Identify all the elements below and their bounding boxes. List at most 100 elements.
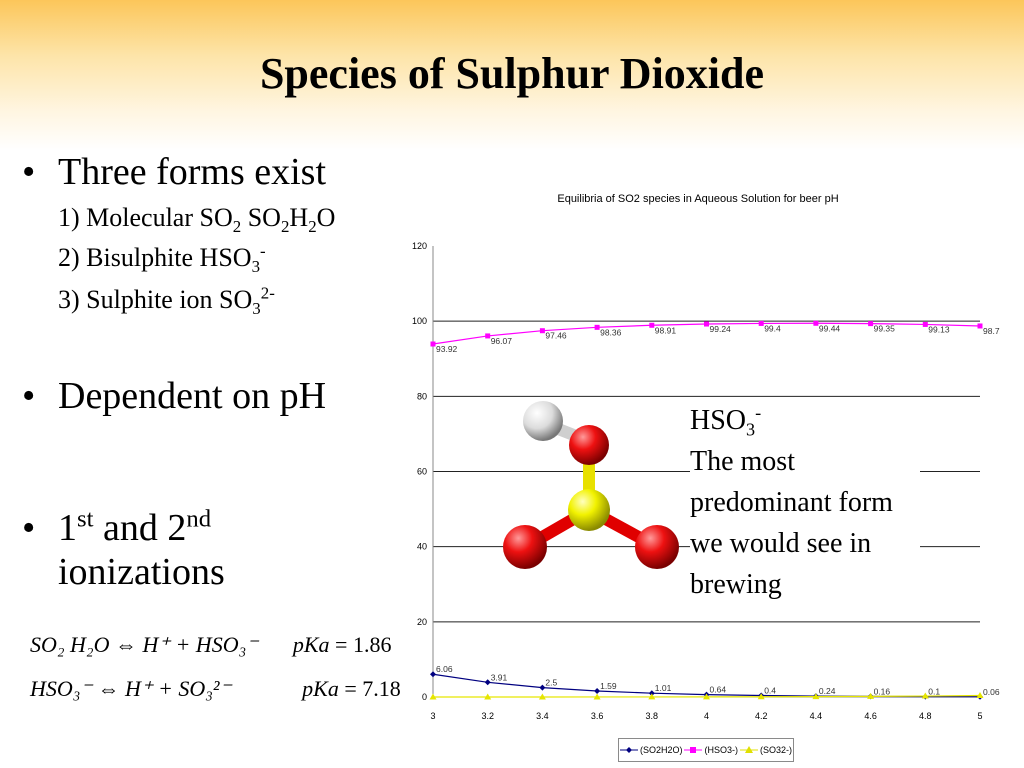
legend-item-so32: (SO32-) (739, 745, 792, 755)
pka-value: = 1.86 (335, 632, 392, 657)
hso3-molecule-icon (503, 401, 679, 569)
equation-text: SO₂ H₂O ⇔ H⁺ + HSO₃⁻ (30, 632, 258, 657)
data-label: 98.72 (983, 326, 1000, 336)
data-label: 96.07 (491, 336, 513, 346)
superscript: - (260, 241, 266, 261)
page-title: Species of Sulphur Dioxide (259, 49, 765, 98)
subscript: 3 (251, 257, 261, 277)
data-point (648, 690, 655, 697)
data-point (538, 693, 546, 700)
bullet-text: 1 (58, 507, 77, 549)
data-label: 6.06 (436, 664, 453, 674)
data-point (430, 671, 436, 678)
chart-legend: (SO2H2O) (HSO3-) (SO32-) (618, 738, 794, 762)
data-point (539, 328, 545, 334)
data-point (594, 324, 600, 330)
bullet-ph: • Dependent on pH (22, 374, 326, 418)
x-tick-label: 3.2 (481, 711, 494, 721)
sub-text: H (289, 203, 309, 232)
data-point (484, 679, 491, 686)
sub-text: 1) Molecular SO (58, 203, 233, 232)
pka-label: pKa (302, 676, 339, 701)
y-tick-label: 60 (417, 467, 427, 477)
equation-text: HSO₃⁻ ⇔ H⁺ + SO₃²⁻ (30, 676, 232, 701)
bullet-ionizations: • 1st and 2nd ionizations (22, 506, 225, 594)
data-point (922, 321, 928, 327)
x-tick-label: 4 (704, 711, 709, 721)
x-tick-label: 3.6 (591, 711, 604, 721)
data-point (649, 322, 655, 328)
superscript: nd (186, 505, 212, 533)
data-point (758, 320, 764, 326)
sub-item-bisulphite: 2) Bisulphite HSO3- (58, 241, 266, 277)
pka-label: pKa (292, 632, 330, 657)
data-label: 98.91 (655, 325, 677, 335)
data-label: 0.24 (819, 686, 836, 696)
sub-item-sulphite: 3) Sulphite ion SO32- (58, 284, 275, 319)
formula-text: HSO (690, 405, 747, 436)
sub-text: SO (241, 203, 281, 232)
data-point (812, 693, 820, 700)
hso3-callout: HSO3- The most predominant form we would… (690, 400, 920, 605)
data-label: 93.92 (436, 344, 458, 354)
y-tick-label: 40 (417, 542, 427, 552)
pka-value: = 7.18 (344, 676, 401, 701)
subscript: 3 (252, 299, 261, 319)
data-label: 0.4 (764, 685, 776, 695)
data-point (867, 692, 875, 699)
y-tick-label: 120 (412, 241, 427, 251)
data-label: 2.5 (545, 678, 557, 688)
data-point (593, 693, 601, 700)
data-point (976, 691, 984, 698)
data-point (429, 693, 437, 700)
bullet-text: and 2 (93, 507, 187, 549)
sub-item-molecular: 1) Molecular SO2 SO2H2O (58, 203, 336, 237)
subscript: 2 (232, 217, 242, 237)
x-tick-label: 3.8 (646, 711, 659, 721)
bullet-dot-icon: • (22, 375, 36, 417)
x-tick-label: 4.4 (810, 711, 823, 721)
sub-text: O (316, 203, 336, 232)
bullet-three-forms: • Three forms exist (22, 150, 326, 194)
sub-text: 2) Bisulphite HSO (58, 243, 252, 272)
triangle-marker-icon (739, 746, 758, 753)
data-label: 0.1 (928, 687, 940, 697)
data-point (703, 693, 710, 700)
x-tick-label: 5 (977, 711, 982, 721)
bullet-text: Dependent on pH (58, 375, 327, 417)
subscript: 2 (280, 217, 290, 237)
square-marker-icon (684, 747, 703, 753)
subscript: 3 (746, 419, 756, 440)
x-tick-label: 4.8 (919, 711, 932, 721)
data-point (594, 688, 601, 695)
bullet-text: ionizations (58, 551, 225, 593)
y-tick-label: 80 (417, 391, 427, 401)
x-tick-label: 3 (430, 711, 435, 721)
legend-item-so2h2o: (SO2H2O) (619, 745, 683, 755)
chart-series: 6.06 3.91 2.5 1.59 1.01 0.64 0.4 0.24 0.16 0.1 0.0… (429, 320, 1000, 700)
legend-label: (HSO3-) (704, 745, 738, 755)
data-label: 99.35 (874, 324, 896, 334)
data-label: 0.64 (710, 685, 727, 695)
data-point (868, 321, 874, 327)
x-tick-label: 4.6 (864, 711, 877, 721)
y-tick-label: 100 (412, 316, 427, 326)
data-point (648, 693, 656, 700)
x-tick-label: 3.4 (536, 711, 549, 721)
equation-first-ionization: SO₂ H₂O ⇔ H⁺ + HSO₃⁻ pKa = 1.86 (30, 632, 391, 658)
data-label: 97.46 (545, 331, 567, 341)
data-point (484, 693, 492, 700)
data-label: 0.06 (983, 687, 1000, 697)
chart-title: Equilibria of SO2 species in Aqueous Sol… (557, 193, 838, 205)
data-point (539, 684, 546, 691)
data-label: 98.36 (600, 327, 622, 337)
data-label: 99.13 (928, 324, 950, 334)
data-label: 99.4 (764, 323, 781, 333)
data-point (813, 320, 819, 326)
callout-text: The most predominant form we would see i… (690, 446, 893, 600)
data-label: 1.01 (655, 683, 672, 693)
bullet-text: Three forms exist (58, 151, 327, 193)
bullet-dot-icon: • (22, 151, 36, 193)
legend-item-hso3: (HSO3-) (684, 745, 738, 755)
data-point (430, 341, 436, 347)
